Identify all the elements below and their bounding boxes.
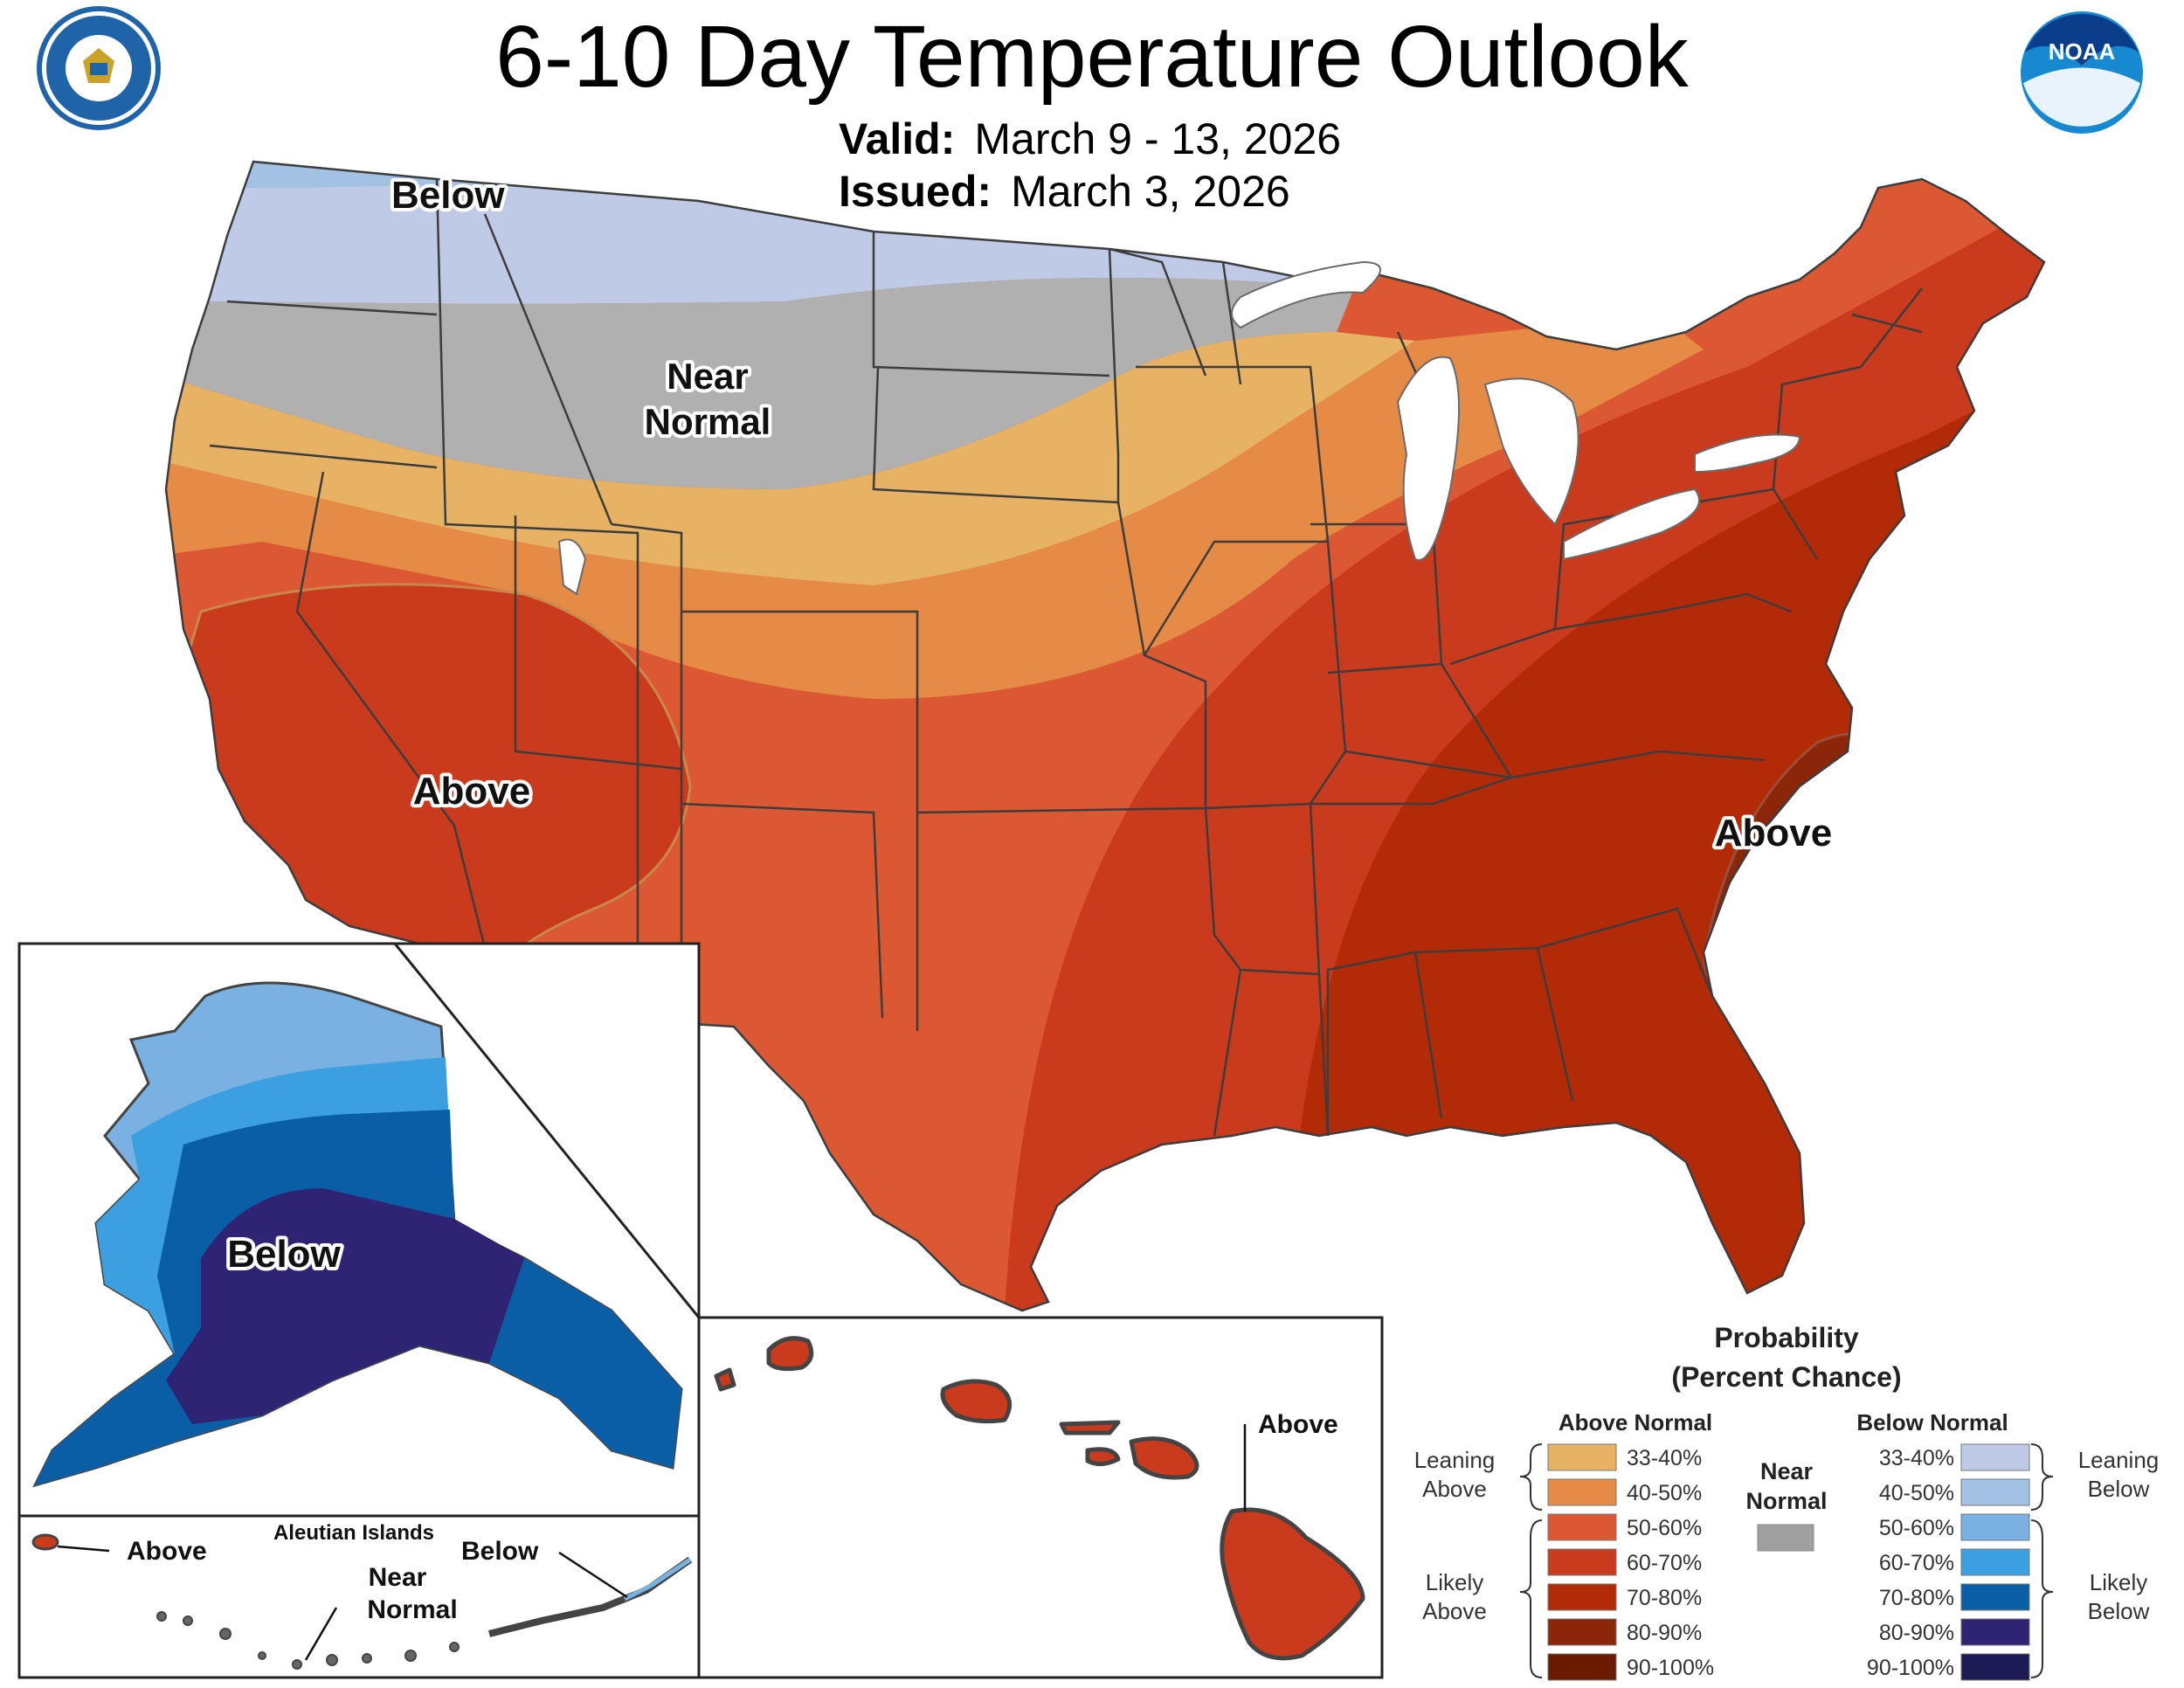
noaa-logo-text: NOAA: [2049, 38, 2116, 65]
commerce-logo-icon: [37, 6, 161, 130]
issued-value: March 3, 2026: [1011, 167, 1290, 216]
legend-above-range-4: 70-80%: [1627, 1586, 1702, 1610]
legend-likely-above-1: Likely: [1426, 1569, 1483, 1595]
legend-above-swatch-1: [1547, 1478, 1617, 1506]
legend-above-swatch-6: [1547, 1653, 1617, 1681]
legend-above-swatch-0: [1547, 1443, 1617, 1471]
aleutian-near-label-2: Normal: [367, 1595, 457, 1624]
conus-near-normal-label-1: Near: [667, 356, 748, 397]
legend-title-1: Probability: [1714, 1322, 1859, 1353]
legend-below-range-0: 33-40%: [1879, 1446, 1954, 1470]
valid-value: March 9 - 13, 2026: [974, 114, 1342, 163]
conus-above-east-label: Above: [1715, 812, 1832, 854]
legend-above-range-3: 60-70%: [1627, 1551, 1702, 1575]
legend-above-swatch-2: [1547, 1513, 1617, 1541]
aleutian-inset: Aleutian Islands Above Below Near Normal: [17, 1514, 701, 1679]
page-title: 6-10 Day Temperature Outlook: [495, 8, 1689, 106]
legend-near-header-2: Normal: [1745, 1488, 1827, 1514]
legend-leaning-below-2: Below: [2088, 1476, 2150, 1502]
legend-below-range-1: 40-50%: [1879, 1481, 1954, 1505]
hawaii-above-label: Above: [1258, 1410, 1338, 1439]
hawaii-inset: Above: [697, 1316, 1384, 1679]
legend-above-range-2: 50-60%: [1627, 1516, 1702, 1540]
great-lakes: [557, 260, 1801, 596]
alaska-below-label: Below: [227, 1233, 341, 1276]
legend-below-swatch-5: [1960, 1618, 2030, 1646]
legend-below-swatch-3: [1960, 1548, 2030, 1576]
aleutian-near-label-1: Near: [369, 1563, 427, 1592]
legend-below-range-4: 70-80%: [1879, 1586, 1954, 1610]
legend-likely-above-2: Above: [1422, 1598, 1487, 1624]
legend-below-swatch-4: [1960, 1583, 2030, 1611]
legend-above-swatch-3: [1547, 1548, 1617, 1576]
issued-date: Issued: March 3, 2026: [839, 166, 1290, 217]
noaa-logo-icon: NOAA: [2021, 11, 2143, 134]
legend-likely-below-1: Likely: [2090, 1569, 2147, 1595]
legend-near-header-1: Near: [1760, 1458, 1814, 1484]
legend-above-range-5: 80-90%: [1627, 1621, 1702, 1645]
valid-label: Valid:: [839, 114, 956, 163]
conus-below-label: Below: [391, 174, 505, 217]
legend-below-swatches: 33-40% 40-50% 50-60% 60-70% 70-80% 80-90% 90-1…: [1867, 1443, 2030, 1681]
legend-below-header: Below Normal: [1856, 1409, 2008, 1435]
aleutian-above-label: Above: [127, 1537, 207, 1566]
legend-below-swatch-2: [1960, 1513, 2030, 1541]
legend-below-swatch-6: [1960, 1653, 2030, 1681]
issued-label: Issued:: [839, 167, 992, 216]
legend-title-2: (Percent Chance): [1671, 1361, 1901, 1393]
legend-above-range-0: 33-40%: [1627, 1446, 1702, 1470]
probability-legend: Probability (Percent Chance) Above Norma…: [1414, 1322, 2160, 1681]
aleutian-below-label: Below: [461, 1537, 539, 1566]
legend-leaning-above-2: Above: [1422, 1476, 1487, 1502]
aleutian-title: Aleutian Islands: [273, 1521, 434, 1545]
legend-above-swatch-4: [1547, 1583, 1617, 1611]
legend-below-range-5: 80-90%: [1879, 1621, 1954, 1645]
valid-dates: Valid: March 9 - 13, 2026: [839, 114, 1341, 164]
legend-above-range-1: 40-50%: [1627, 1481, 1702, 1505]
legend-likely-below-2: Below: [2088, 1598, 2150, 1624]
legend-above-swatches: 33-40% 40-50% 50-60% 60-70% 70-80% 80-90% 90-1…: [1547, 1443, 1714, 1681]
legend-below-swatch-1: [1960, 1478, 2030, 1506]
alaska-inset: Below: [17, 942, 701, 1518]
legend-leaning-below-1: Leaning: [2078, 1447, 2160, 1473]
legend-leaning-above-1: Leaning: [1414, 1447, 1496, 1473]
conus-near-normal-label-2: Normal: [645, 401, 771, 442]
conus-above-west-label: Above: [413, 770, 530, 813]
legend-above-header: Above Normal: [1559, 1409, 1712, 1435]
legend-below-range-3: 60-70%: [1879, 1551, 1954, 1575]
legend-above-swatch-5: [1547, 1618, 1617, 1646]
legend-below-swatch-0: [1960, 1443, 2030, 1471]
legend-near-swatch: [1757, 1524, 1814, 1552]
legend-below-range-6: 90-100%: [1867, 1656, 1954, 1680]
legend-below-range-2: 50-60%: [1879, 1516, 1954, 1540]
legend-above-range-6: 90-100%: [1627, 1656, 1714, 1680]
